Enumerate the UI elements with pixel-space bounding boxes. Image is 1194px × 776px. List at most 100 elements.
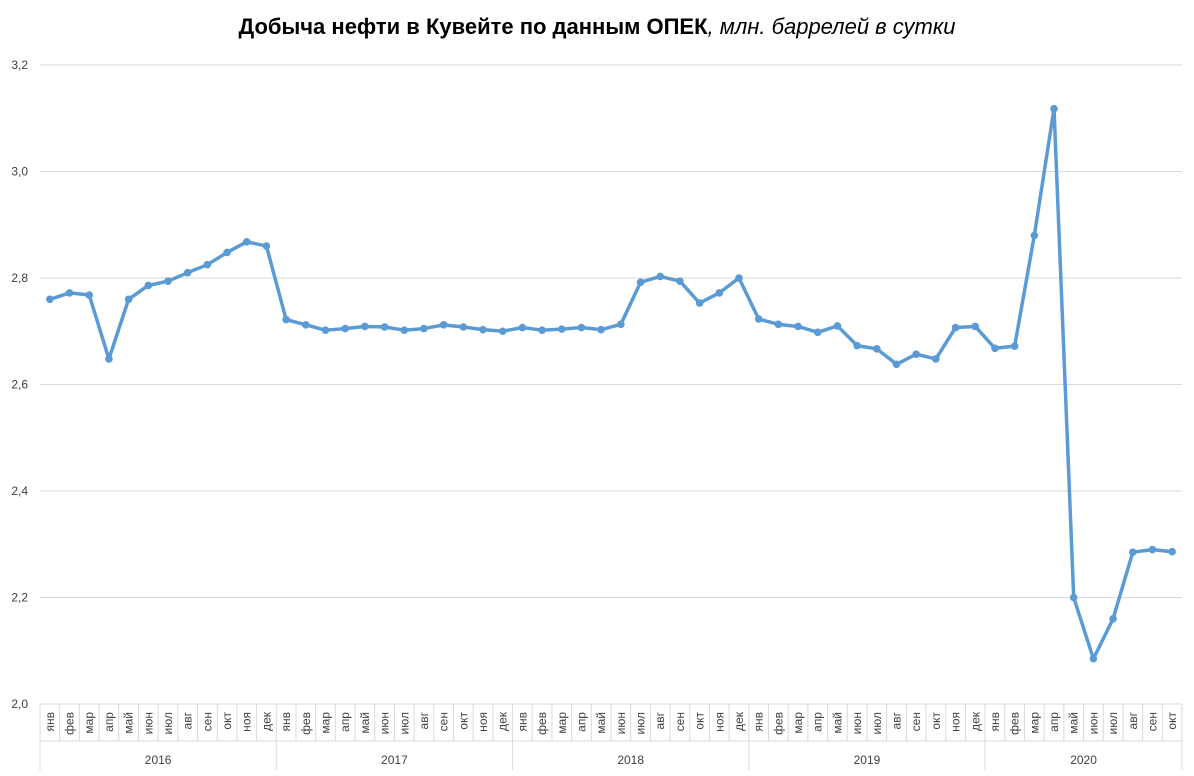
data-point — [1148, 545, 1157, 554]
data-point — [302, 321, 310, 329]
x-tick-label: янв — [279, 712, 293, 732]
year-label: 2019 — [854, 753, 881, 767]
data-point — [223, 248, 231, 257]
chart-title: Добыча нефти в Кувейте по данным ОПЕК, м… — [0, 14, 1194, 40]
data-point — [1030, 231, 1039, 240]
x-tick-label: сен — [437, 712, 451, 731]
x-tick-label: июл — [634, 712, 648, 734]
x-tick-label: авг — [417, 711, 431, 729]
data-point — [203, 260, 212, 269]
x-tick-label: сен — [1145, 712, 1159, 731]
series-line — [48, 106, 1174, 661]
x-tick-label: фев — [63, 712, 77, 735]
x-tick-label: июл — [870, 712, 884, 734]
data-point — [617, 320, 625, 329]
data-point — [361, 322, 369, 331]
x-tick-label: мар — [1027, 712, 1041, 734]
y-tick-label: 2,2 — [11, 591, 28, 605]
x-tick-label: апр — [338, 712, 352, 732]
data-point — [144, 281, 153, 290]
y-tick-label: 3,2 — [11, 58, 28, 72]
x-tick-label: мар — [82, 712, 96, 734]
data-point — [636, 278, 645, 287]
data-point — [1109, 615, 1117, 623]
data-point — [695, 299, 704, 307]
data-point — [833, 322, 842, 330]
data-point — [65, 289, 74, 297]
data-point — [400, 326, 409, 334]
x-tick-label: мар — [791, 712, 805, 734]
data-point — [971, 322, 980, 331]
data-point — [341, 324, 349, 333]
year-label: 2017 — [381, 753, 408, 767]
data-point — [932, 355, 940, 363]
y-tick-label: 2,0 — [11, 697, 28, 711]
x-tick-label: май — [122, 712, 136, 734]
data-point — [479, 325, 487, 334]
x-tick-label: янв — [752, 712, 766, 732]
x-tick-label: июл — [1106, 712, 1120, 734]
data-point — [557, 325, 566, 333]
x-tick-label: дек — [259, 711, 273, 731]
data-point — [951, 323, 960, 332]
data-point — [46, 295, 54, 304]
x-tick-label: мар — [555, 712, 569, 734]
y-tick-label: 2,4 — [11, 484, 28, 498]
x-tick-label: апр — [1047, 712, 1061, 732]
chart-title-main: Добыча нефти в Кувейте по данным ОПЕК — [238, 14, 708, 39]
data-point — [774, 320, 783, 329]
data-point — [164, 277, 172, 285]
year-label: 2018 — [617, 753, 644, 767]
data-point — [124, 295, 133, 304]
data-point — [715, 289, 724, 297]
x-tick-label: окт — [693, 712, 707, 730]
x-tick-label: дек — [968, 711, 982, 731]
x-tick-label: фев — [299, 712, 313, 735]
x-tick-label: авг — [1126, 711, 1140, 729]
data-point — [1069, 593, 1078, 602]
year-label: 2020 — [1070, 753, 1097, 767]
x-tick-label: окт — [456, 712, 470, 730]
data-point — [853, 341, 861, 350]
y-tick-label: 3,0 — [11, 165, 28, 179]
data-point — [85, 291, 94, 299]
x-tick-label: сен — [909, 712, 923, 731]
year-label: 2016 — [145, 753, 172, 767]
data-point — [794, 322, 802, 331]
data-point — [538, 326, 546, 334]
x-tick-label: ноя — [240, 712, 254, 732]
data-point — [262, 242, 271, 250]
data-point — [498, 327, 507, 336]
data-point — [991, 344, 999, 353]
data-point — [577, 323, 586, 332]
data-point — [321, 326, 330, 334]
data-point — [183, 268, 192, 277]
x-tick-label: фев — [771, 712, 785, 735]
data-point — [892, 360, 901, 369]
x-tick-label: июн — [1086, 712, 1100, 734]
x-tick-label: авг — [181, 711, 195, 729]
data-point — [242, 237, 251, 246]
data-point — [676, 277, 684, 285]
x-tick-label: июн — [850, 712, 864, 734]
x-tick-label: июн — [614, 712, 628, 734]
x-tick-label: окт — [929, 712, 943, 730]
data-point — [1089, 654, 1098, 663]
x-tick-label: ноя — [949, 712, 963, 732]
data-point — [105, 355, 113, 363]
data-point — [912, 350, 920, 358]
data-point — [735, 274, 743, 282]
data-point — [597, 325, 605, 334]
x-tick-label: июн — [378, 712, 392, 734]
data-point — [1128, 548, 1137, 557]
x-tick-label: авг — [653, 711, 667, 729]
x-tick-label: апр — [102, 712, 116, 732]
x-tick-label: май — [358, 712, 372, 734]
data-point — [656, 272, 665, 281]
x-tick-label: ноя — [712, 712, 726, 732]
data-point — [873, 345, 881, 353]
x-tick-label: мар — [319, 712, 333, 734]
x-tick-label: июл — [397, 712, 411, 734]
x-tick-label: авг — [890, 711, 904, 729]
